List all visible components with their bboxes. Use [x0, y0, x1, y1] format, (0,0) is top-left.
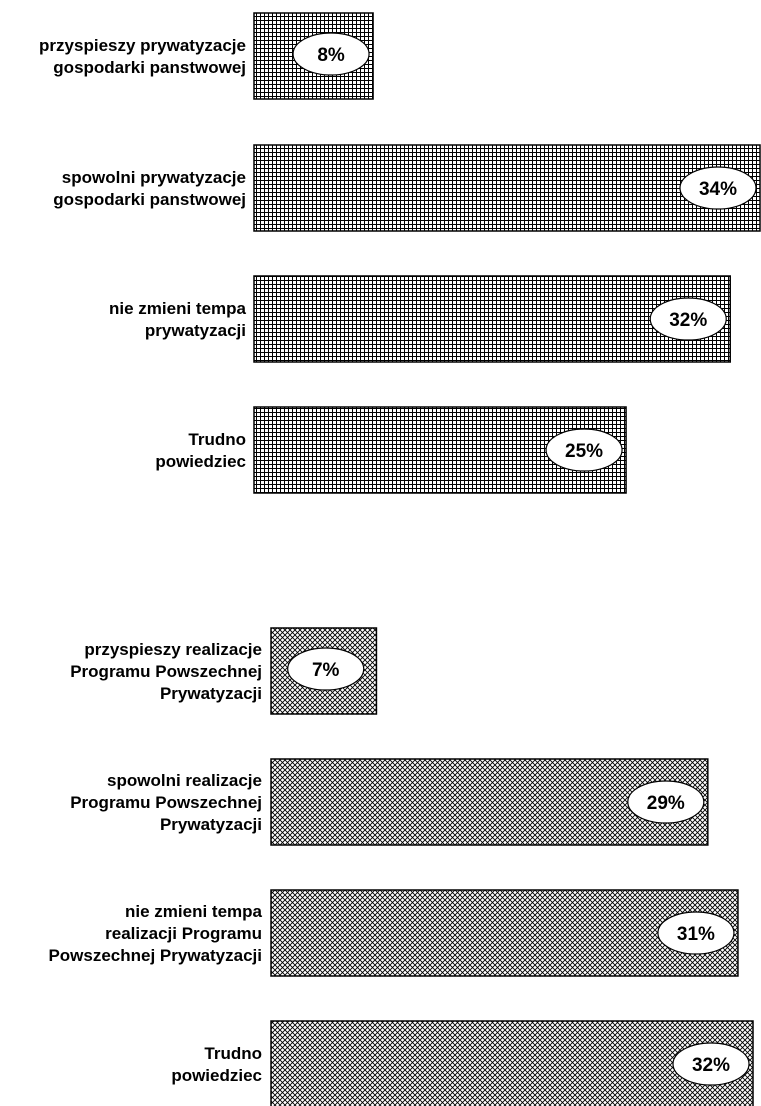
category-label: przyspieszy realizacje: [84, 640, 262, 659]
value-bubble: [287, 647, 365, 691]
bar: [253, 144, 761, 232]
data-label: 32%: [692, 1055, 730, 1076]
data-label: 32%: [669, 310, 707, 331]
category-label: Trudno: [204, 1044, 262, 1063]
data-label: 31%: [677, 924, 715, 945]
value-bubble: [679, 166, 757, 210]
category-label: powiedziec: [155, 452, 246, 471]
category-label: gospodarki panstwowej: [53, 190, 246, 209]
data-label: 25%: [565, 441, 603, 462]
chart-panel-privatization: 8% przyspieszy prywatyzacje gospodarki pan…: [39, 12, 761, 494]
category-label: realizacji Programu: [105, 924, 262, 943]
value-bubble: [627, 780, 705, 824]
category-label: Trudno: [188, 430, 246, 449]
category-label: Prywatyzacji: [160, 684, 262, 703]
value-bubble: [545, 428, 623, 472]
category-label: Programu Powszechnej: [70, 662, 262, 681]
category-label: prywatyzacji: [145, 321, 246, 340]
category-label: przyspieszy prywatyzacje: [39, 36, 246, 55]
chart-panel-universal-privatization-program: 7% przyspieszy realizacje Programu Powszec…: [48, 627, 754, 1106]
data-label: 34%: [699, 179, 737, 200]
category-label: Powszechnej Prywatyzacji: [48, 946, 262, 965]
category-label: powiedziec: [171, 1066, 262, 1085]
data-label: 8%: [317, 45, 345, 66]
value-bubble: [672, 1042, 750, 1086]
category-label: spowolni prywatyzacje: [62, 168, 246, 187]
value-bubble: [649, 297, 727, 341]
value-bubble: [292, 32, 370, 76]
category-label: gospodarki panstwowej: [53, 58, 246, 77]
data-label: 7%: [312, 660, 340, 681]
category-label: Prywatyzacji: [160, 815, 262, 834]
category-label: nie zmieni tempa: [125, 902, 263, 921]
data-label: 29%: [647, 793, 685, 814]
value-bubble: [657, 911, 735, 955]
category-label: nie zmieni tempa: [109, 299, 247, 318]
category-label: Programu Powszechnej: [70, 793, 262, 812]
category-label: spowolni realizacje: [107, 771, 262, 790]
